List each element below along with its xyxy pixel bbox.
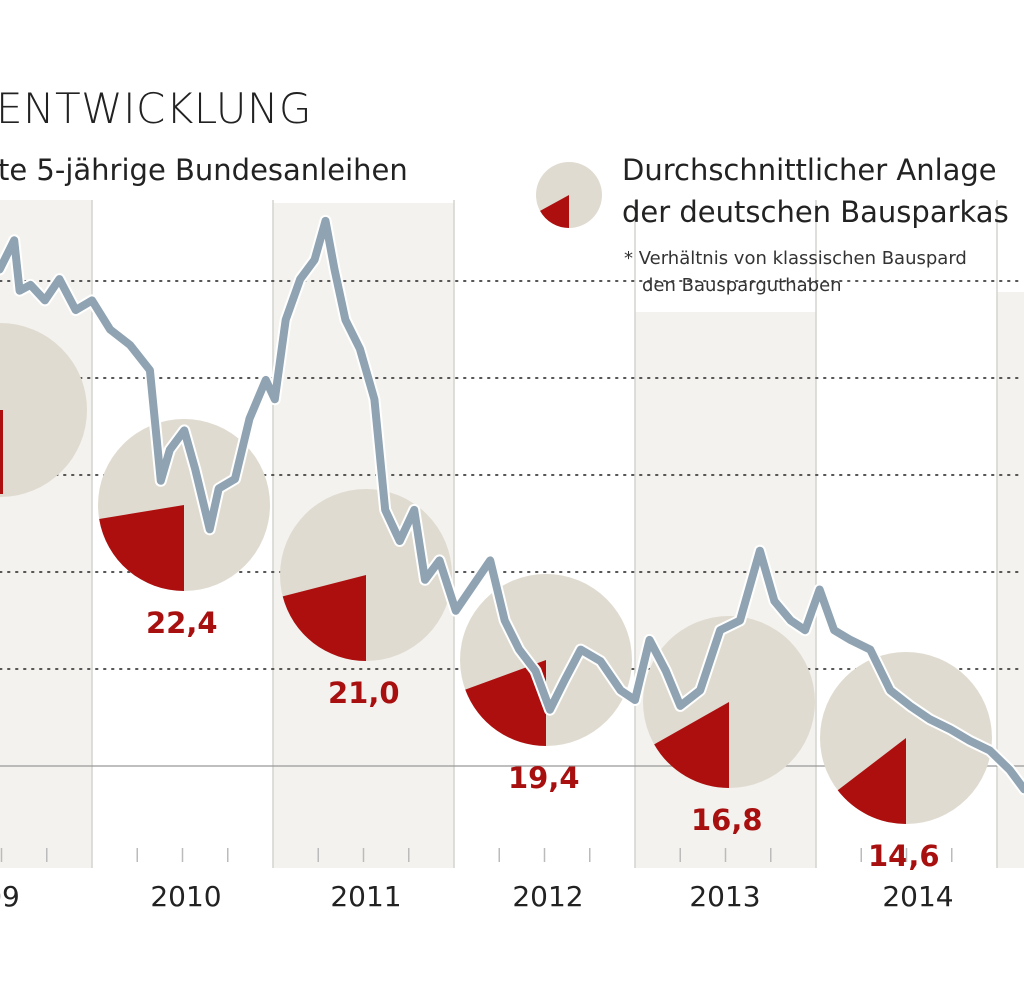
legend-footnote-2: den Bausparguthaben — [642, 275, 842, 296]
x-axis: 09 2010 2011 2012 2013 2014 — [0, 848, 954, 913]
chart-subtitle: te 5-jährige Bundesanleihen — [0, 153, 408, 187]
x-tick-label: 2010 — [150, 880, 221, 913]
yield-line — [0, 214, 1024, 796]
pie-wedge — [837, 738, 906, 824]
legend-pie-wedge — [540, 195, 569, 228]
pie-wedge — [282, 575, 366, 661]
legend-line-1: Durchschnittlicher Anlage — [622, 153, 997, 187]
pie-value-label: 21,0 — [328, 676, 400, 710]
pie-2010: 22,4 — [98, 419, 270, 640]
legend-footnote-1: * Verhältnis von klassischen Bauspard — [624, 248, 967, 269]
pie-value-label: 22,4 — [146, 606, 218, 640]
pies: 22,4 21,0 19,4 16,8 14,6 — [0, 323, 992, 873]
pie-value-label: 19,4 — [508, 761, 580, 795]
pie-value-label: 16,8 — [691, 803, 763, 837]
pie-wedge — [654, 702, 729, 788]
line-series — [0, 216, 1024, 794]
pie-2013: 16,8 — [643, 616, 815, 837]
x-tick-label: 2012 — [512, 880, 583, 913]
legend-pie-icon — [536, 162, 602, 228]
x-tick-label: 2013 — [689, 880, 760, 913]
pie-wedge — [0, 410, 3, 494]
pie-wedge — [99, 505, 184, 591]
chart-title: ENTWICKLUNG — [0, 84, 312, 133]
pie-2014: 14,6 — [820, 652, 992, 873]
pie-2009 — [0, 323, 87, 497]
pie-wedge — [465, 660, 546, 746]
pie-base — [0, 323, 87, 497]
x-tick-label: 2011 — [330, 880, 401, 913]
legend-line-2: der deutschen Bausparkas — [622, 195, 1009, 229]
x-tick-label: 09 — [0, 880, 20, 913]
x-tick-label: 2014 — [882, 880, 953, 913]
pie-value-label: 14,6 — [868, 839, 940, 873]
